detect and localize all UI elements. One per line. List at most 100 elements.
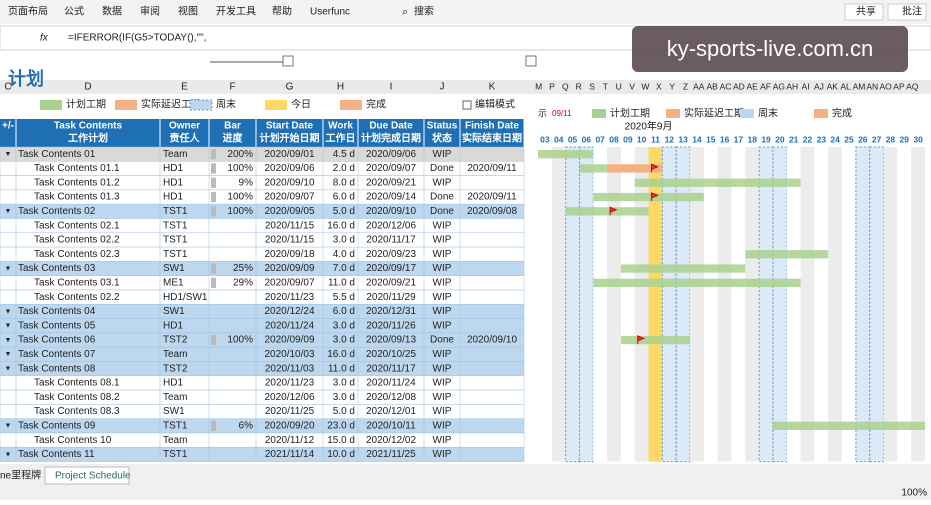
cell-text: TST1	[163, 235, 188, 246]
day-column	[911, 147, 925, 462]
cell-text: Task Contents 02.3	[34, 249, 120, 260]
row-bg	[0, 447, 525, 462]
header-label: Status	[427, 121, 458, 132]
day-column	[855, 146, 871, 463]
cell-text: 3.0 d	[333, 335, 355, 346]
ribbon-tab[interactable]: 审阅	[140, 5, 160, 18]
column-letter: E	[181, 82, 188, 93]
cell-text: 10.0 d	[327, 449, 355, 460]
cell-text: 3.0 d	[333, 235, 355, 246]
column-letter: H	[337, 82, 344, 93]
day-column	[883, 147, 898, 462]
expand-btn[interactable]	[525, 55, 537, 67]
cell-text: 7.0 d	[333, 263, 355, 274]
ribbon-tab[interactable]: 视图	[178, 5, 198, 18]
day-label: 10	[637, 134, 647, 144]
group-toggle[interactable]: ▼	[5, 308, 12, 315]
group-toggle[interactable]: ▼	[5, 365, 12, 372]
group-toggle[interactable]: ▼	[5, 323, 12, 330]
cell-text: Task Contents 08.3	[34, 406, 120, 417]
legend-swatch	[40, 100, 62, 110]
share[interactable]: 共享	[856, 5, 876, 18]
day-label: 19	[761, 134, 771, 144]
cell-text: 3.0 d	[333, 378, 355, 389]
group-toggle[interactable]: ▼	[5, 337, 12, 344]
cell-text: 2020/12/06	[264, 392, 314, 403]
cell-text: HD1	[163, 177, 183, 188]
ribbon-tab[interactable]: Userfunc	[310, 7, 350, 18]
day-label: 14	[692, 134, 702, 144]
search[interactable]: 搜索	[414, 5, 434, 18]
day-label: 20	[775, 134, 785, 144]
group-toggle[interactable]: ▼	[5, 451, 12, 458]
ribbon-tab[interactable]: 开发工具	[216, 5, 256, 18]
done-flag	[637, 335, 646, 344]
cell-text: Task Contents 01	[18, 149, 96, 160]
cell-text: 3.0 d	[333, 320, 355, 331]
cell-text: 2020/11/23	[265, 378, 315, 389]
group-toggle[interactable]: ▼	[5, 423, 12, 430]
sheet-tab[interactable]: Project Schedule	[55, 471, 131, 482]
day-label: 30	[913, 134, 923, 144]
checkbox[interactable]	[462, 100, 472, 110]
cell-text: 23.0 d	[327, 420, 355, 431]
progress-cell	[211, 263, 216, 274]
cell-text: 2.0 d	[333, 163, 355, 174]
share-button[interactable]	[844, 3, 884, 21]
plan-bar	[579, 164, 608, 173]
day-column	[703, 147, 718, 462]
active-sheet[interactable]	[44, 466, 130, 485]
column-letter: G	[286, 82, 294, 93]
cell-text: 2020/11/29	[366, 292, 416, 303]
group-toggle[interactable]: ▼	[5, 151, 12, 158]
cell-text: WIP	[433, 177, 452, 188]
cell-text: 15.0 d	[327, 435, 355, 446]
cell-text: 2020/11/17	[366, 235, 416, 246]
progress-cell	[211, 206, 216, 217]
ribbon-tab[interactable]: 页面布局	[8, 6, 48, 18]
legend-swatch	[265, 100, 287, 110]
group-toggle[interactable]: ▼	[5, 351, 12, 358]
plan-bar	[538, 150, 594, 159]
collapse-btn[interactable]	[282, 55, 294, 67]
column-letter: X	[656, 81, 662, 91]
header-label: Task Contents	[54, 121, 123, 132]
group-toggle[interactable]: ▼	[5, 265, 12, 272]
cell-text: Team	[163, 349, 187, 360]
ribbon-tab[interactable]: 帮助	[272, 5, 292, 18]
plan-bar	[593, 192, 704, 202]
delay-bar	[607, 164, 663, 173]
cell-text: TST1	[163, 249, 188, 260]
legend-label: 完成	[366, 98, 386, 111]
column-letter: AH	[786, 81, 798, 91]
column-letter: AQ	[906, 81, 919, 91]
cell-text: 4.0 d	[333, 249, 355, 260]
legend-label: 今日	[291, 98, 311, 111]
plan-bar	[620, 264, 746, 273]
comment-button[interactable]	[887, 3, 927, 21]
cell-text: Task Contents 03.1	[34, 277, 120, 288]
sheet-tab[interactable]: ne里程牌	[0, 469, 41, 482]
cell-text: 2020/12/31	[366, 306, 416, 317]
ribbon-tab[interactable]: 公式	[64, 5, 84, 18]
legend-label: 实际延迟工期	[141, 98, 201, 111]
cell-text: 16.0 d	[327, 220, 355, 231]
cell-text: 2020/10/03	[264, 349, 314, 360]
column-letter: AN	[866, 81, 878, 91]
ribbon-tab[interactable]: 数据	[102, 5, 122, 18]
progress-cell	[211, 420, 216, 431]
column-letter: AG	[773, 81, 785, 91]
day-column	[578, 146, 594, 463]
cell-text: 6%	[239, 420, 254, 431]
cell-text: 11.0 d	[328, 277, 355, 288]
comment[interactable]: 批注	[902, 5, 922, 18]
cell-text: WIP	[433, 149, 452, 160]
column-letter: AC	[720, 81, 732, 91]
cell-text: Task Contents 08.2	[34, 392, 120, 403]
group-toggle[interactable]: ▼	[5, 208, 12, 215]
cell-text: Task Contents 01.2	[34, 177, 120, 188]
formula-text[interactable]: =IFERROR(IF(G5>TODAY(),"",	[68, 33, 206, 44]
progress-cell	[211, 149, 216, 160]
legend-label: 完成	[832, 107, 852, 120]
column-letter: AB	[706, 81, 718, 91]
